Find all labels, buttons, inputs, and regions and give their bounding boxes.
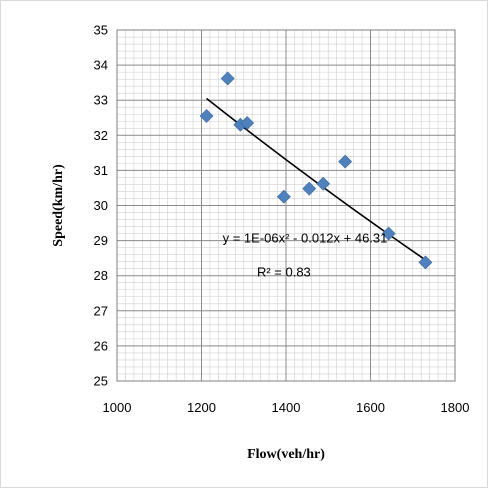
data-point: [302, 181, 317, 196]
y-tick-label: 26: [94, 338, 108, 353]
data-point: [338, 154, 353, 169]
plot-area-border: [116, 29, 456, 382]
y-tick-label: 29: [94, 233, 108, 248]
y-tick-label: 35: [94, 23, 108, 38]
trendline-equation: y = 1E-06x² - 0.012x + 46.31: [223, 230, 388, 245]
r-squared-label: R² = 0.83: [257, 264, 311, 279]
y-tick-label: 31: [94, 163, 108, 178]
x-tick-label: 1600: [356, 400, 385, 415]
y-tick-label: 33: [94, 93, 108, 108]
trendline: [206, 97, 426, 261]
y-tick-label: 25: [94, 374, 108, 389]
data-point: [316, 176, 331, 191]
data-point: [240, 116, 255, 130]
y-tick-label: 32: [94, 128, 108, 143]
x-tick-label: 1200: [187, 400, 216, 415]
x-tick-label: 1400: [272, 400, 301, 415]
x-tick-label: 1800: [441, 400, 470, 415]
x-axis-title: Flow(veh/hr): [247, 447, 325, 462]
y-tick-label: 28: [94, 268, 108, 283]
y-tick-label: 34: [94, 58, 108, 73]
data-point: [199, 109, 214, 123]
y-tick-label: 30: [94, 198, 108, 213]
y-axis-ticks: 25 26 27 28 29 30 31 32 33 34 35: [94, 23, 108, 389]
data-points: [199, 71, 433, 270]
data-point: [276, 189, 291, 204]
data-point: [220, 71, 235, 86]
x-axis-ticks: 1000 1200 1400 1600 1800: [103, 400, 470, 415]
y-tick-label: 27: [94, 303, 108, 318]
data-point: [381, 226, 396, 241]
x-tick-label: 1000: [103, 400, 132, 415]
y-axis-title: Speed(km/hr): [51, 164, 66, 247]
data-point: [418, 255, 433, 270]
